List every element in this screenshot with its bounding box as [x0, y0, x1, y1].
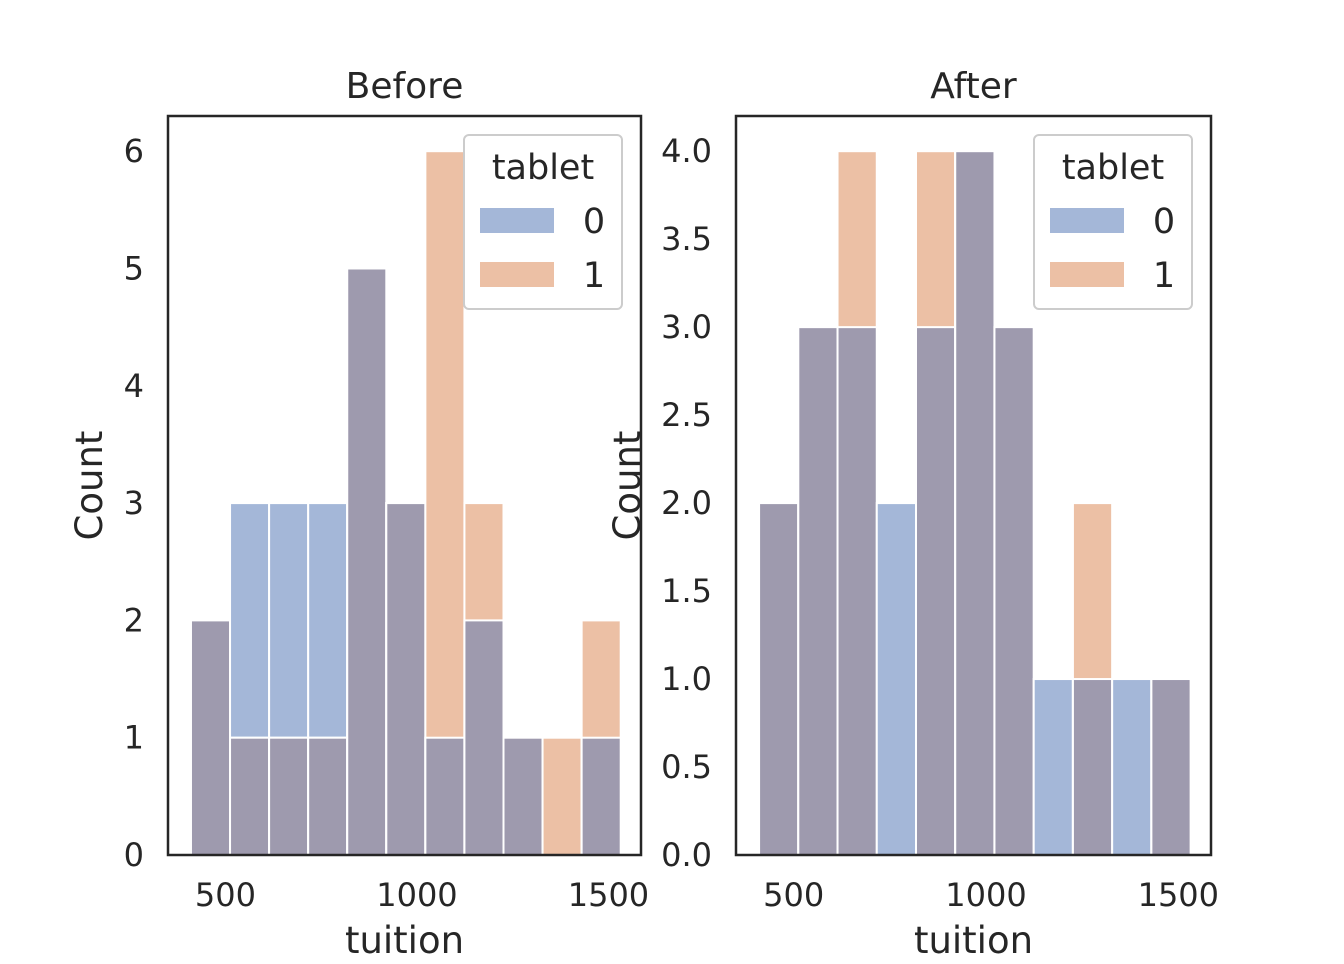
bar-overlap: [758, 502, 800, 856]
bar-overlap: [915, 326, 957, 856]
bar-overlap: [580, 736, 622, 857]
bar-overlap: [385, 502, 427, 856]
legend-label-0: 0: [1153, 202, 1175, 242]
legend-swatch-1: [1050, 262, 1124, 287]
bar-overlap: [1071, 678, 1114, 856]
x-tick-label: 500: [195, 876, 256, 914]
bar-overlap: [346, 267, 388, 856]
legend-label-1: 1: [583, 256, 605, 296]
legend-title: tablet: [1062, 148, 1164, 188]
legend: tablet 0 1: [1033, 134, 1193, 310]
y-axis-label: Count: [68, 431, 111, 541]
chart-title: After: [930, 66, 1017, 107]
y-tick-label: 5: [124, 249, 144, 287]
bar-overlap: [954, 150, 996, 856]
x-axis-label: tuition: [914, 919, 1033, 960]
bar-overlap: [993, 326, 1035, 856]
y-tick-label: 2.0: [661, 484, 712, 522]
legend-swatch-0: [1050, 208, 1124, 233]
bar-tablet-0: [1032, 678, 1074, 856]
legend-label-0: 0: [583, 202, 605, 242]
bar-overlap: [797, 326, 839, 856]
legend-swatch-1: [480, 262, 554, 287]
x-tick-label: 500: [763, 876, 824, 914]
axes-frame: [734, 114, 1213, 857]
bar-overlap: [463, 619, 505, 857]
bar-tablet-0: [1111, 678, 1153, 856]
y-tick-label: 4.0: [661, 132, 712, 170]
y-tick-label: 2: [124, 601, 144, 639]
bar-overlap: [189, 619, 232, 857]
y-tick-label: 0.5: [661, 748, 712, 786]
after-panel: After 0.0 0.5 1.0 1.5 2.0 2.5 3.0 3.5 4.0 500 1000 1…: [606, 66, 1219, 962]
bar-overlap: [1150, 678, 1192, 856]
y-tick-label: 0.0: [661, 836, 712, 874]
axes-frame: [166, 114, 643, 857]
y-tick-label: 1.5: [661, 572, 712, 610]
bar-tablet-1: [541, 736, 583, 857]
y-tick-label: 2.5: [661, 396, 712, 434]
y-tick-label: 3: [124, 484, 144, 522]
legend-title: tablet: [492, 148, 594, 188]
y-tick-label: 3.5: [661, 220, 712, 258]
y-tick-label: 1: [124, 719, 144, 757]
x-axis-label: tuition: [345, 919, 464, 960]
bar-overlap: [502, 736, 544, 857]
y-tick-label: 0: [124, 836, 144, 874]
y-tick-label: 4: [124, 367, 144, 405]
x-tick-label: 1000: [945, 876, 1026, 914]
legend: tablet 0 1: [463, 134, 623, 310]
y-tick-label: 1.0: [661, 660, 712, 698]
bar-overlap: [424, 736, 466, 857]
y-tick-label: 6: [124, 132, 144, 170]
bar-overlap: [229, 736, 271, 857]
bar-overlap: [307, 736, 349, 857]
x-tick-label: 1500: [568, 876, 649, 914]
bar-overlap: [268, 736, 310, 857]
x-tick-label: 1500: [1138, 876, 1219, 914]
chart-title: Before: [346, 66, 464, 107]
bar-overlap: [836, 326, 878, 856]
y-axis-label: Count: [606, 431, 649, 541]
legend-swatch-0: [480, 208, 554, 233]
y-tick-label: 3.0: [661, 308, 712, 346]
bar-tablet-0: [875, 502, 917, 856]
legend-label-1: 1: [1153, 256, 1175, 296]
before-panel: Before 0 1 2 3 4 5 6 500 1000 1500 tuition Count tabl…: [68, 66, 649, 962]
x-tick-label: 1000: [376, 876, 457, 914]
